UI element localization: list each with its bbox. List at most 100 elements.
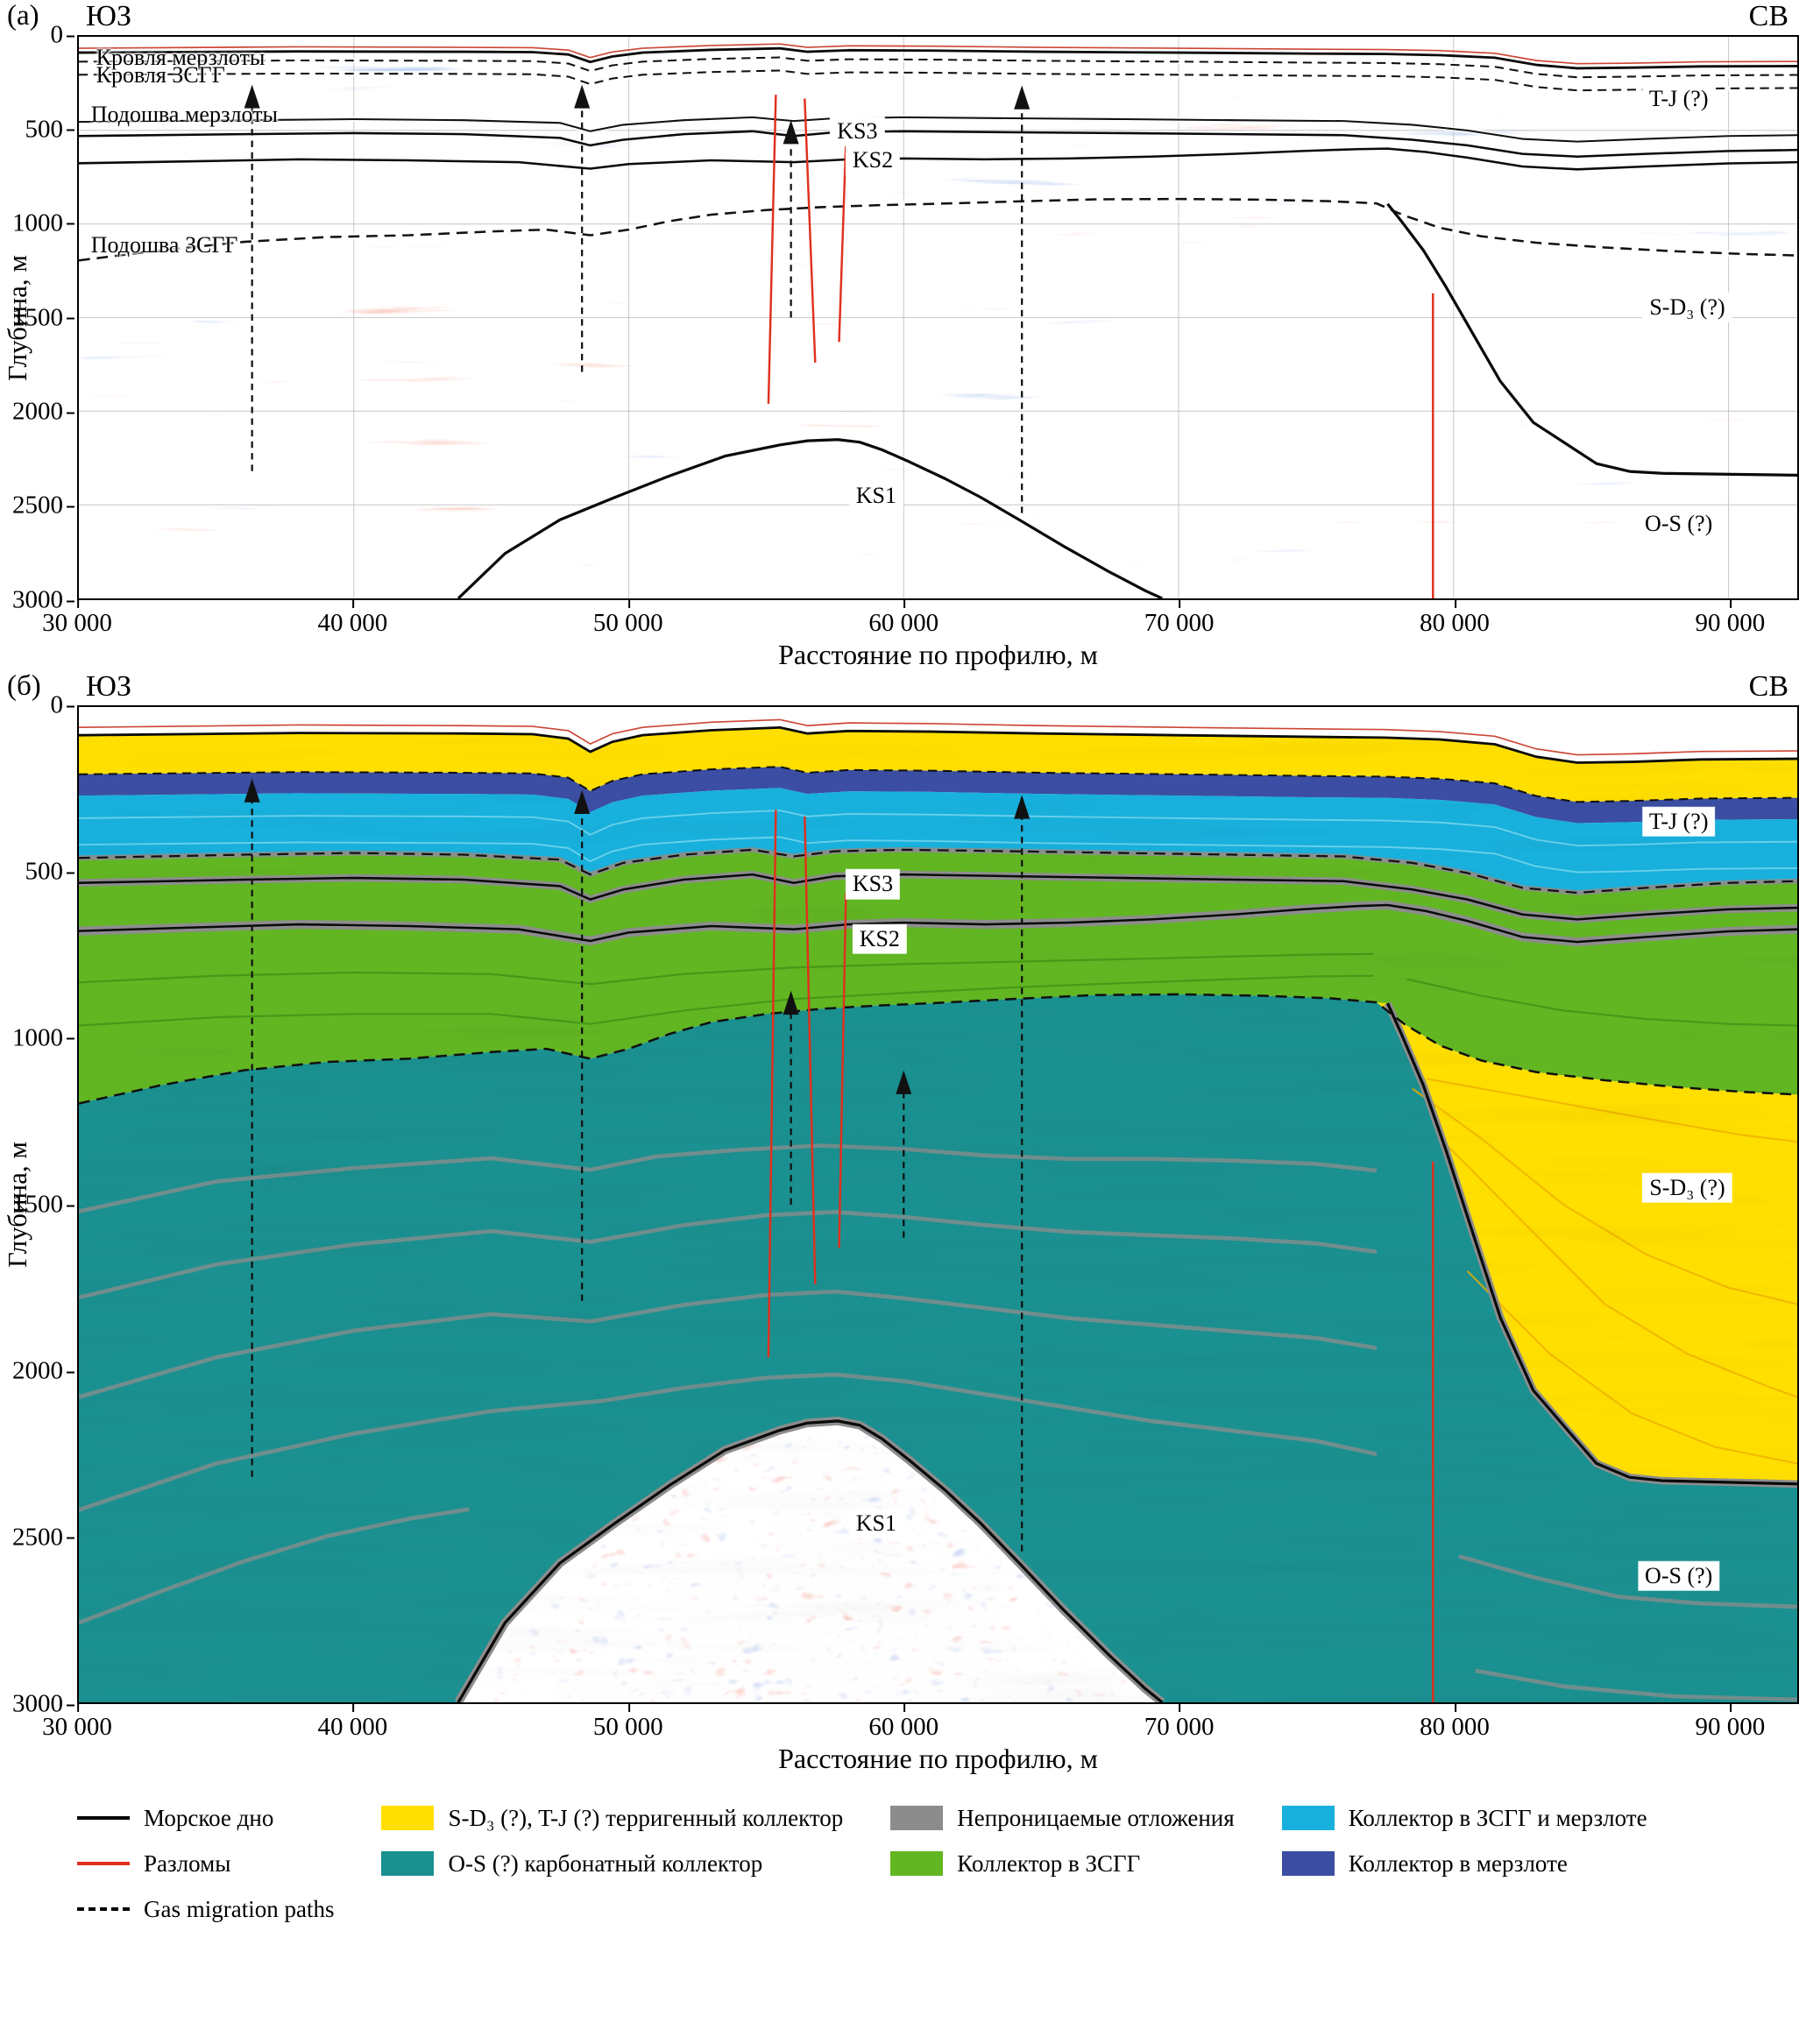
ks2-line bbox=[79, 147, 1797, 171]
y-axis-panel-a: Глубина, м 0 500 1000 1500 2000 2500 300… bbox=[0, 21, 77, 614]
x-tick: 80 000 bbox=[1420, 600, 1490, 637]
legend-label: Коллектор в мерзлоте bbox=[1348, 1850, 1568, 1877]
gas-migration-arrowhead bbox=[1014, 795, 1031, 819]
y-tick: 3000 bbox=[12, 1689, 74, 1718]
x-axis-title: Расстояние по профилю, м bbox=[778, 1743, 1098, 1774]
zsgg-blanking-zone bbox=[79, 70, 1797, 142]
annotation-ks2: KS2 bbox=[846, 145, 900, 175]
yellow-swatch bbox=[381, 1806, 435, 1830]
legend-fill-column-2: Непроницаемые отложения Коллектор в ЗСГГ bbox=[890, 1799, 1235, 1883]
base-permafrost-line bbox=[79, 116, 1797, 143]
gas-migration-arrowhead bbox=[244, 778, 260, 803]
x-tick: 60 000 bbox=[868, 600, 939, 637]
fault-line bbox=[804, 98, 817, 363]
annotation-ks1: KS1 bbox=[849, 481, 903, 510]
panel-a: (а) ЮЗ СВ Глубина, м 0 500 1000 1500 200… bbox=[0, 0, 1799, 670]
platform-slope-line bbox=[1386, 202, 1797, 477]
gas-migration-arrowhead bbox=[574, 789, 591, 814]
legend-item-zsgg-collector: Коллектор в ЗСГГ bbox=[890, 1844, 1234, 1883]
ks1-line bbox=[457, 438, 1163, 598]
legend-fill-column-3: Коллектор в ЗСГГ и мерзлоте Коллектор в … bbox=[1281, 1799, 1647, 1883]
teal-swatch bbox=[381, 1851, 435, 1876]
y-tick: 1000 bbox=[12, 209, 74, 237]
fault-line bbox=[838, 141, 847, 343]
gas-migration-arrowhead bbox=[574, 84, 591, 109]
y-tick: 0 bbox=[50, 690, 74, 719]
legend-line-column: Морское дно Разломы Gas migration paths bbox=[77, 1799, 334, 1928]
annotation-top-permafrost: Кровля мерзлоты bbox=[96, 44, 266, 70]
x-tick: 70 000 bbox=[1144, 600, 1215, 637]
legend-label: Непроницаемые отложения bbox=[957, 1804, 1235, 1831]
x-tick: 40 000 bbox=[317, 1704, 388, 1741]
y-tick: 1500 bbox=[12, 303, 74, 331]
panel-a-tag: (а) bbox=[7, 0, 39, 32]
legend-item-permafrost-collector: Коллектор в мерзлоте bbox=[1281, 1844, 1647, 1883]
gas-migration-line-swatch bbox=[77, 1907, 130, 1911]
interpreted-section-b-canvas bbox=[79, 707, 1797, 1702]
legend-label: S-D₃ (?), T-J (?) терригенный коллектор bbox=[448, 1804, 844, 1831]
base-permafrost-line bbox=[79, 848, 1797, 895]
legend-item-zsgg-permafrost-collector: Коллектор в ЗСГГ и мерзлоте bbox=[1281, 1799, 1647, 1837]
x-axis-title: Расстояние по профилю, м bbox=[778, 639, 1098, 670]
legend-item-gas-migration: Gas migration paths bbox=[77, 1890, 334, 1928]
interpreted-section-b-plot: KS3 KS2 KS1 T-J (?) S-D₃ (?) O-S (?) bbox=[77, 705, 1799, 1704]
y-tick: 2500 bbox=[12, 1523, 74, 1552]
x-tick: 50 000 bbox=[592, 1704, 663, 1741]
gas-migration-arrowhead bbox=[1014, 85, 1031, 110]
x-tick: 90 000 bbox=[1695, 600, 1766, 637]
fault-line bbox=[767, 810, 777, 1358]
legend-label: Морское дно bbox=[144, 1804, 274, 1831]
ks3-line bbox=[79, 873, 1797, 921]
sea-floor-red-line bbox=[79, 718, 1797, 756]
legend-label: Коллектор в ЗСГГ bbox=[957, 1850, 1141, 1877]
sw-direction-label: ЮЗ bbox=[86, 670, 131, 703]
panel-b-header: (б) ЮЗ СВ bbox=[0, 670, 1799, 705]
x-tick: 30 000 bbox=[42, 600, 112, 637]
annotation-sd3: S-D₃ (?) bbox=[1643, 293, 1732, 322]
y-tick: 2000 bbox=[12, 1356, 74, 1385]
seismic-section-a-canvas bbox=[79, 37, 1797, 598]
legend-item-sea-floor: Морское дно bbox=[77, 1799, 334, 1837]
sw-direction-label: ЮЗ bbox=[86, 0, 131, 32]
legend-label: Коллектор в ЗСГГ и мерзлоте bbox=[1348, 1804, 1647, 1831]
y-tick: 0 bbox=[50, 20, 74, 49]
legend-label: Gas migration paths bbox=[144, 1895, 335, 1922]
panel-b: (б) ЮЗ СВ Глубина, м 0 500 1000 1500 200… bbox=[0, 670, 1799, 1774]
y-tick: 500 bbox=[25, 857, 74, 886]
gas-migration-arrowhead bbox=[783, 120, 799, 145]
annotation-ks2: KS2 bbox=[853, 924, 906, 953]
annotation-ks3: KS3 bbox=[846, 869, 900, 899]
gray-swatch bbox=[890, 1806, 944, 1830]
platform-slope-line bbox=[1386, 1002, 1797, 1486]
top-zsgg-line bbox=[79, 69, 1797, 92]
blue-swatch bbox=[1281, 1851, 1335, 1876]
legend-fill-column-1: S-D₃ (?), T-J (?) терригенный коллектор … bbox=[381, 1799, 843, 1883]
annotation-top-zsgg: Кровля ЗСГГ bbox=[96, 61, 225, 88]
sea-floor-line bbox=[79, 725, 1797, 764]
ks1-line bbox=[457, 1419, 1164, 1702]
annotation-os: O-S (?) bbox=[1639, 509, 1719, 538]
sea-floor-line-swatch bbox=[77, 1816, 130, 1820]
x-tick: 50 000 bbox=[592, 600, 663, 637]
ks3-line bbox=[79, 130, 1797, 159]
ne-direction-label: СВ bbox=[1748, 0, 1788, 32]
fault-line-swatch bbox=[77, 1862, 130, 1865]
fault-line bbox=[804, 816, 817, 1284]
x-tick: 90 000 bbox=[1695, 1704, 1766, 1741]
fault-line bbox=[767, 95, 777, 404]
water-column bbox=[79, 37, 1797, 68]
ne-direction-label: СВ bbox=[1748, 670, 1788, 703]
y-tick: 500 bbox=[25, 115, 74, 143]
annotation-base-permafrost: Подошва мерзлоты bbox=[90, 101, 279, 127]
x-tick: 30 000 bbox=[42, 1704, 112, 1741]
legend-item-carbonate: O-S (?) карбонатный коллектор bbox=[381, 1844, 843, 1883]
x-tick: 80 000 bbox=[1420, 1704, 1490, 1741]
gas-migration-arrowhead bbox=[783, 990, 799, 1015]
legend: Морское дно Разломы Gas migration paths … bbox=[0, 1774, 1799, 1963]
y-tick: 3000 bbox=[12, 585, 74, 614]
panel-b-tag: (б) bbox=[7, 670, 41, 702]
y-tick: 1500 bbox=[12, 1190, 74, 1219]
x-tick: 60 000 bbox=[868, 1704, 939, 1741]
panel-a-header: (а) ЮЗ СВ bbox=[0, 0, 1799, 35]
